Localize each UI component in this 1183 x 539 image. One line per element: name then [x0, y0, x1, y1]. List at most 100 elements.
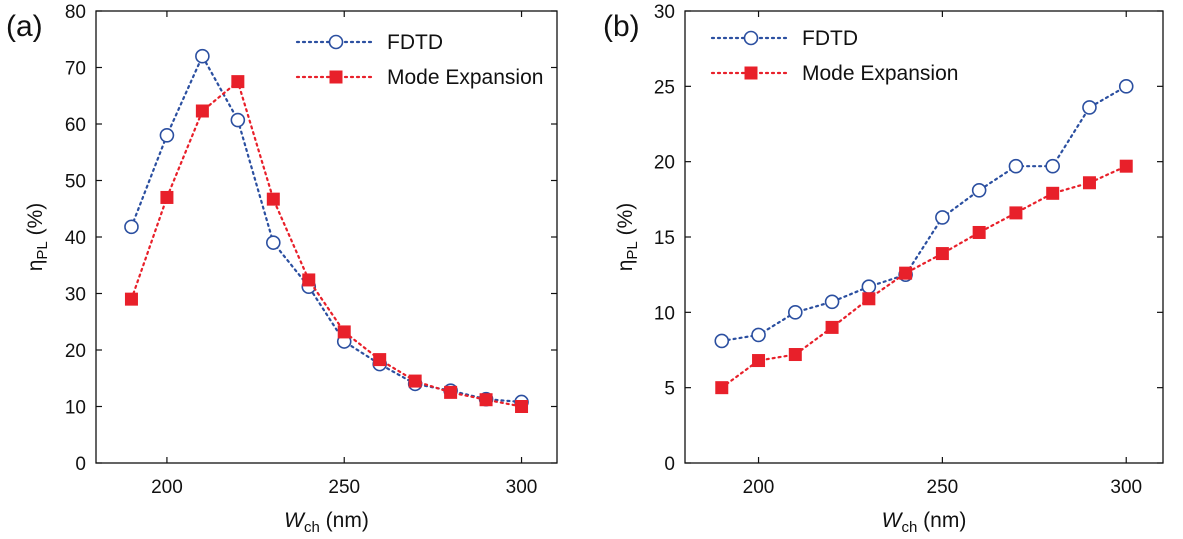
data-point [1082, 176, 1096, 190]
data-point [266, 235, 281, 250]
data-point [1082, 100, 1097, 115]
data-point [862, 292, 876, 306]
y-axis-label-unit: (%) [24, 203, 47, 242]
data-point [715, 381, 729, 395]
panel-label: (b) [603, 10, 640, 43]
y-tick-label: 30 [654, 2, 675, 23]
data-point [479, 393, 493, 407]
series-fdtd [714, 79, 1134, 349]
data-point [1045, 158, 1060, 174]
legend-marker [744, 66, 758, 80]
y-axis-label-sub: PL [624, 241, 641, 259]
x-axis-label: Wch (nm) [284, 509, 369, 536]
x-axis-label-sub: ch [901, 519, 917, 536]
x-tick-label: 200 [151, 477, 183, 498]
x-axis-label-main: W [284, 509, 306, 532]
data-point [1119, 159, 1133, 173]
series-line [720, 165, 1128, 389]
y-tick-label: 0 [75, 454, 86, 475]
y-tick-label: 50 [65, 172, 86, 193]
data-point [515, 400, 529, 413]
y-tick-label: 70 [65, 59, 86, 80]
data-point [373, 353, 387, 367]
data-point [337, 325, 351, 339]
y-tick-label: 5 [664, 379, 675, 400]
y-tick-label: 20 [654, 153, 675, 174]
legend: FDTD Mode Expansion [295, 31, 543, 89]
data-point [825, 320, 839, 334]
x-axis-label: Wch (nm) [882, 509, 967, 536]
x-tick-label: 250 [927, 477, 959, 498]
y-tick-label: 10 [654, 303, 675, 324]
series-line [130, 79, 523, 408]
y-tick-label: 40 [65, 228, 86, 249]
data-point [1118, 79, 1134, 94]
y-tick-label: 60 [65, 115, 86, 136]
data-point [195, 104, 209, 118]
data-point [752, 354, 766, 368]
data-point [935, 210, 950, 225]
data-point [302, 273, 316, 287]
data-point [408, 374, 422, 388]
legend-marker [743, 30, 759, 46]
y-axis-label: ηPL (%) [24, 203, 51, 272]
panel-b: 0 5 10 15 20 25 30 200 250 300 Wch (nm) ηPL (%) (b) F… [603, 2, 1164, 536]
legend-marker [328, 34, 344, 50]
y-tick-label: 30 [65, 285, 86, 306]
data-point [1009, 206, 1023, 220]
y-tick-label: 25 [654, 77, 675, 98]
legend: FDTD Mode Expansion [710, 27, 958, 85]
y-axis-label-sub: PL [34, 241, 51, 259]
y-axis-label: ηPL (%) [614, 203, 641, 272]
x-tick-label: 300 [506, 477, 538, 498]
y-axis-label-main: η [614, 260, 637, 272]
x-axis-label-main: W [882, 509, 904, 532]
panel-label: (a) [6, 10, 43, 43]
data-point [935, 247, 949, 261]
legend-label: FDTD [802, 27, 858, 50]
x-tick-label: 250 [328, 477, 360, 498]
y-tick-label: 0 [664, 454, 675, 475]
panel-a: 0 10 20 30 40 50 60 70 80 200 250 300 Wch (nm) ηPL (%… [6, 2, 558, 536]
data-point [899, 266, 913, 280]
x-axis-label-unit: (nm) [917, 509, 966, 532]
data-point [124, 292, 138, 306]
data-point [824, 294, 840, 310]
legend-label: FDTD [387, 31, 443, 54]
legend-label: Mode Expansion [802, 62, 958, 85]
series-line [130, 53, 523, 404]
data-point [972, 225, 986, 239]
data-point [751, 327, 766, 343]
data-point [266, 192, 280, 206]
x-tick-label: 300 [1110, 477, 1142, 498]
series-mode-expansion [124, 75, 529, 413]
series-fdtd [124, 48, 529, 410]
data-point [861, 279, 877, 295]
data-point [444, 385, 458, 399]
data-point [1008, 158, 1024, 174]
data-point [971, 182, 987, 198]
data-point [230, 112, 246, 128]
x-tick-label: 200 [743, 477, 775, 498]
data-point [195, 48, 210, 64]
legend-label: Mode Expansion [387, 66, 543, 89]
data-point [788, 305, 803, 320]
data-point [159, 128, 175, 143]
x-axis-label-sub: ch [304, 519, 320, 536]
y-tick-label: 10 [65, 398, 86, 419]
y-axis-label-unit: (%) [614, 203, 637, 242]
data-point [160, 190, 174, 204]
data-point [714, 333, 730, 349]
y-axis-label-main: η [24, 260, 47, 272]
data-point [124, 219, 139, 235]
y-tick-label: 20 [65, 341, 86, 362]
series-mode-expansion [715, 159, 1133, 395]
x-axis-label-unit: (nm) [320, 509, 369, 532]
data-point [1046, 186, 1060, 200]
data-point [231, 75, 245, 89]
data-point [788, 348, 802, 362]
y-tick-label: 15 [654, 228, 675, 249]
series-line [720, 85, 1128, 343]
y-tick-label: 80 [65, 2, 86, 23]
legend-marker [329, 70, 343, 84]
